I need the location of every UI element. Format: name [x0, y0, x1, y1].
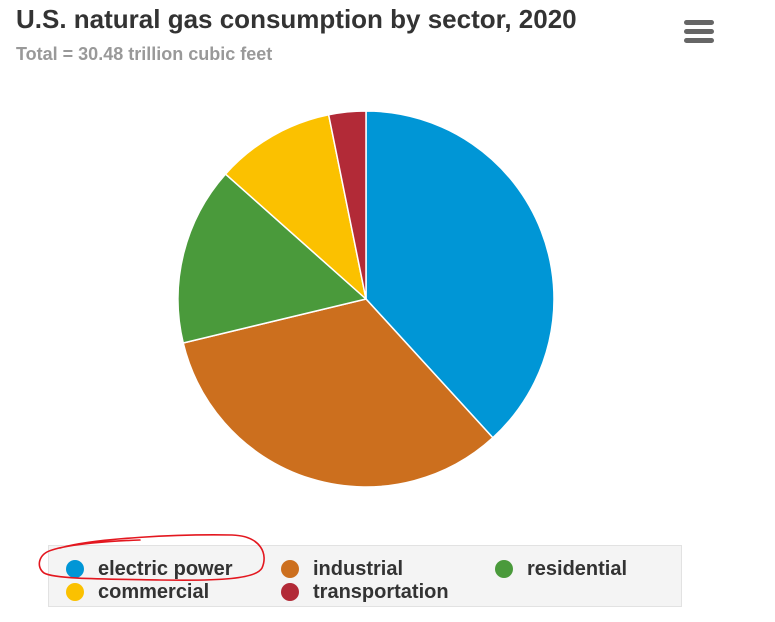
legend-label: residential [527, 557, 628, 580]
chart-legend: electric power industrial residential co… [48, 545, 682, 607]
legend-item-commercial[interactable]: commercial [66, 581, 209, 603]
legend-label: transportation [313, 580, 449, 603]
legend-dot [66, 583, 84, 601]
hamburger-menu-icon[interactable] [680, 16, 718, 46]
pie-slice-electric-power[interactable] [365, 110, 555, 439]
legend-label: commercial [98, 580, 210, 603]
legend-item-industrial[interactable]: industrial [281, 558, 403, 580]
pie-slice-commercial[interactable] [224, 114, 367, 300]
chart-title: U.S. natural gas consumption by sector, … [16, 4, 577, 34]
menu-line [684, 20, 714, 25]
legend-item-residential[interactable]: residential [495, 558, 627, 580]
pie-slice-residential[interactable] [177, 173, 367, 344]
legend-dot [495, 560, 513, 578]
menu-line [684, 29, 714, 34]
legend-dot [281, 560, 299, 578]
legend-label: industrial [313, 557, 404, 580]
legend-label: electric power [98, 557, 233, 580]
legend-dot [281, 583, 299, 601]
legend-item-transportation[interactable]: transportation [281, 581, 449, 603]
menu-line [684, 38, 714, 43]
chart-subtitle: Total = 30.48 trillion cubic feet [16, 44, 273, 64]
pie-slice-industrial[interactable] [182, 298, 494, 488]
legend-item-electric-power[interactable]: electric power [66, 558, 233, 580]
pie-slice-transportation[interactable] [327, 110, 367, 300]
legend-dot [66, 560, 84, 578]
